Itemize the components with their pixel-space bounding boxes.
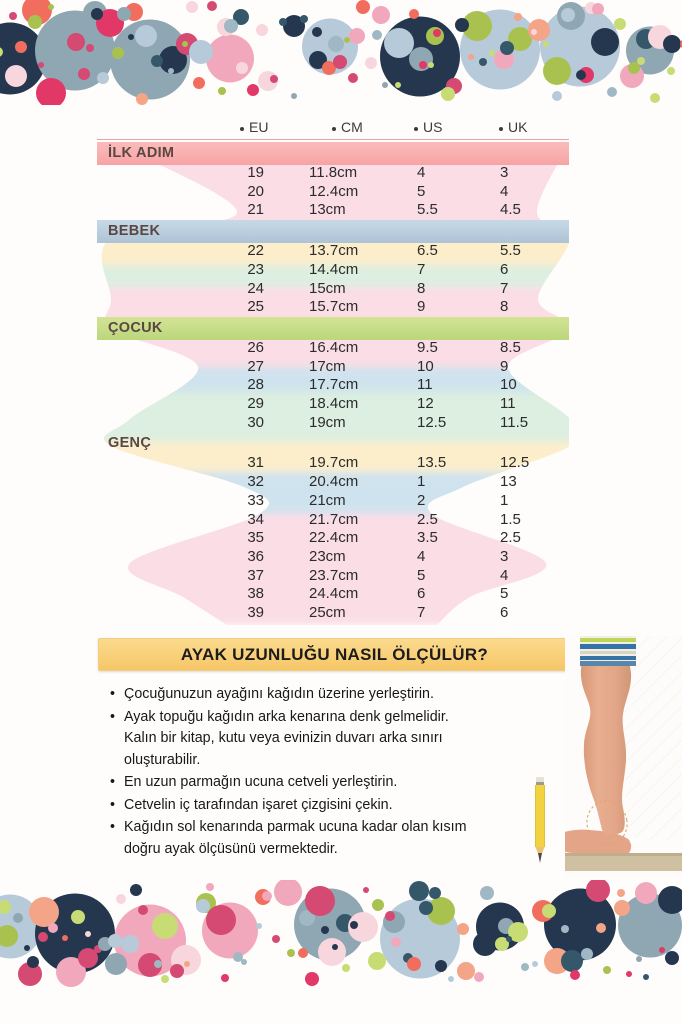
svg-text:90°: 90° <box>629 835 642 845</box>
